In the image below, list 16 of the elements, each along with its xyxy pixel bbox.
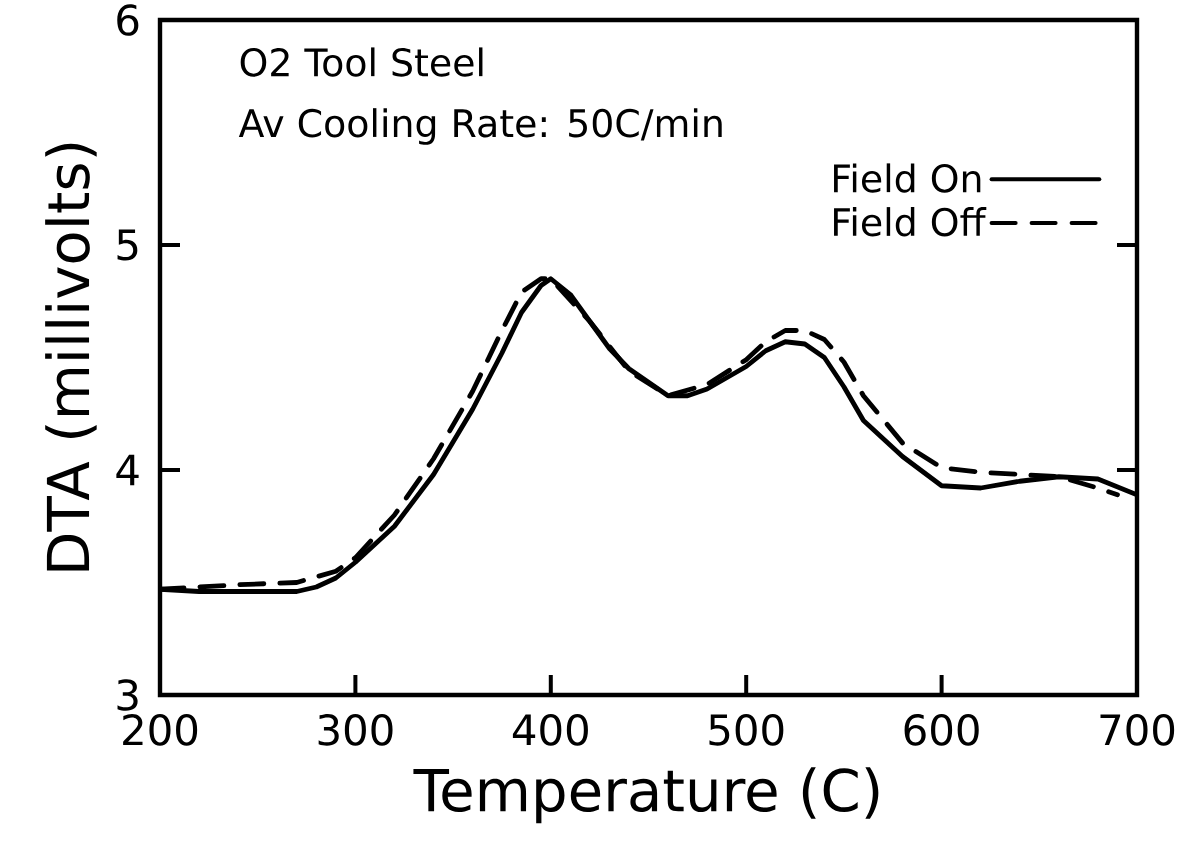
legend-label: Field Off	[834, 207, 987, 237]
x-axis-title: Temperature (C)	[413, 767, 879, 824]
legend-label: Field On	[834, 163, 981, 193]
x-tick-label: 500	[709, 714, 784, 746]
y-tick-label: 4	[116, 454, 139, 486]
annotation: O2 Tool Steel	[240, 47, 483, 77]
x-tick-label: 600	[904, 714, 979, 746]
x-tick-label: 300	[318, 714, 393, 746]
y-tick-label: 6	[117, 4, 139, 36]
x-tick-label: 200	[123, 714, 198, 746]
y-tick-label: 3	[117, 679, 138, 711]
annotation: Av Cooling Rate: 50C/min	[238, 108, 722, 145]
y-tick-label: 5	[117, 229, 138, 261]
x-tick-label: 700	[1100, 714, 1175, 746]
x-tick-label: 400	[512, 714, 588, 746]
y-axis-title: DTA (millivolts)	[45, 143, 97, 571]
